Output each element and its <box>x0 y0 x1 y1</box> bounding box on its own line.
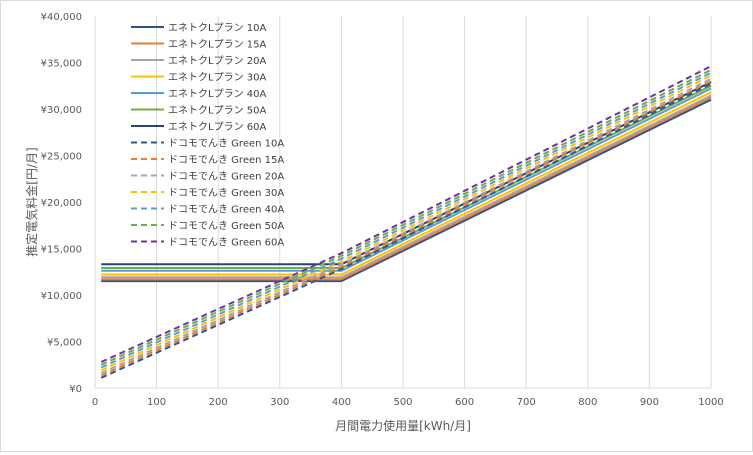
legend-label: ドコモでんき Green 30A <box>168 187 284 199</box>
series-line-4 <box>101 91 712 276</box>
x-axis-title: 月間電力使用量[kWh/月] <box>335 418 471 433</box>
y-tick-label: ¥15,000 <box>41 245 82 256</box>
series-line-14 <box>100 65 712 363</box>
y-tick-label: ¥20,000 <box>41 198 82 209</box>
legend-label: ドコモでんき Green 20A <box>168 171 284 183</box>
x-tick-label: 0 <box>92 397 98 408</box>
x-tick-label: 100 <box>147 397 166 408</box>
x-tick-label: 700 <box>517 397 536 408</box>
legend-label: ドコモでんき Green 10A <box>168 138 284 150</box>
x-tick-label: 400 <box>332 397 351 408</box>
series-line-9 <box>100 80 712 377</box>
y-axis-title: 推定電気料金[円/月] <box>24 147 39 256</box>
x-tick-label: 900 <box>640 397 659 408</box>
legend-label: エネトクLプラン 60A <box>168 121 266 133</box>
series-lines <box>100 65 712 379</box>
series-line-13 <box>100 69 712 366</box>
legend-label: ドコモでんき Green 60A <box>168 237 284 249</box>
x-tick-label: 200 <box>209 397 228 408</box>
legend-label: ドコモでんき Green 15A <box>168 154 284 166</box>
series-line-8 <box>100 83 712 379</box>
y-tick-label: ¥0 <box>69 384 82 395</box>
legend-label: ドコモでんき Green 50A <box>168 220 284 232</box>
series-line-10 <box>100 77 712 375</box>
series-line-5 <box>101 87 712 272</box>
legend-label: エネトクLプラン 50A <box>168 105 266 117</box>
y-tick-label: ¥10,000 <box>41 291 82 302</box>
y-tick-label: ¥40,000 <box>41 12 82 23</box>
axes: 0 100 200 300 400 500 600 700 800 900 1000 ¥0 ¥5,000… <box>41 12 724 408</box>
x-tick-label: 500 <box>393 397 412 408</box>
legend-label: エネトクLプラン 15A <box>168 39 266 51</box>
y-tick-label: ¥25,000 <box>41 152 82 163</box>
legend-label: エネトクLプラン 10A <box>168 22 266 34</box>
x-tick-label: 300 <box>270 397 289 408</box>
y-tick-label: ¥35,000 <box>41 59 82 70</box>
y-tick-label: ¥5,000 <box>47 338 82 349</box>
legend-label: エネトクLプラン 20A <box>168 55 266 67</box>
series-line-12 <box>100 71 712 369</box>
series-line-11 <box>100 74 712 372</box>
y-tick-label: ¥30,000 <box>41 105 82 116</box>
x-tick-label: 800 <box>578 397 597 408</box>
legend-label: エネトクLプラン 30A <box>168 72 266 84</box>
legend-label: ドコモでんき Green 40A <box>168 204 284 216</box>
x-tick-label: 1000 <box>698 397 723 408</box>
x-tick-label: 600 <box>455 397 474 408</box>
series-line-1 <box>101 98 712 283</box>
series-line-3 <box>101 94 712 279</box>
legend-label: エネトクLプラン 40A <box>168 88 266 100</box>
series-line-2 <box>101 96 712 281</box>
legend: エネトクLプラン 10A エネトクLプラン 15A エネトクLプラン 20A エネトク… <box>131 22 284 249</box>
